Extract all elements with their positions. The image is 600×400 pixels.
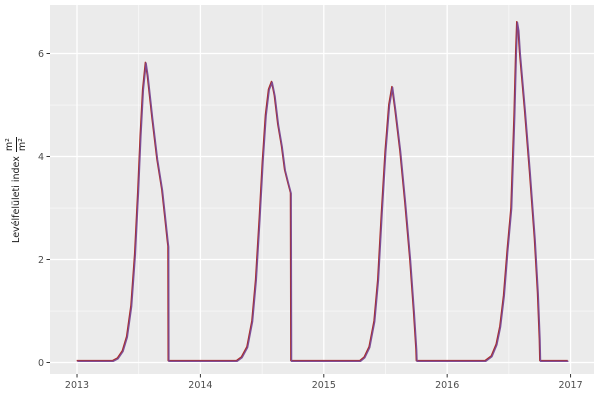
unit-denominator: m² <box>16 138 28 152</box>
x-tick-label: 2017 <box>558 380 582 391</box>
y-tick-label: 6 <box>38 49 44 60</box>
y-axis-title-text: Levélfelületi index <box>10 156 22 243</box>
unit-numerator: m² <box>3 137 17 153</box>
y-tick-label: 2 <box>38 255 44 266</box>
y-axis-unit-fraction: m² m² <box>3 137 28 153</box>
y-tick-label: 4 <box>38 152 44 163</box>
x-tick-label: 2013 <box>65 380 89 391</box>
x-tick-label: 2014 <box>188 380 212 391</box>
series-purple-line <box>77 21 569 363</box>
x-tick-label: 2015 <box>312 380 336 391</box>
y-axis-title: Levélfelületi index m² m² <box>0 108 32 272</box>
x-tick-label: 2016 <box>435 380 459 391</box>
y-tick-label: 0 <box>38 358 44 369</box>
panel-background <box>50 5 594 374</box>
